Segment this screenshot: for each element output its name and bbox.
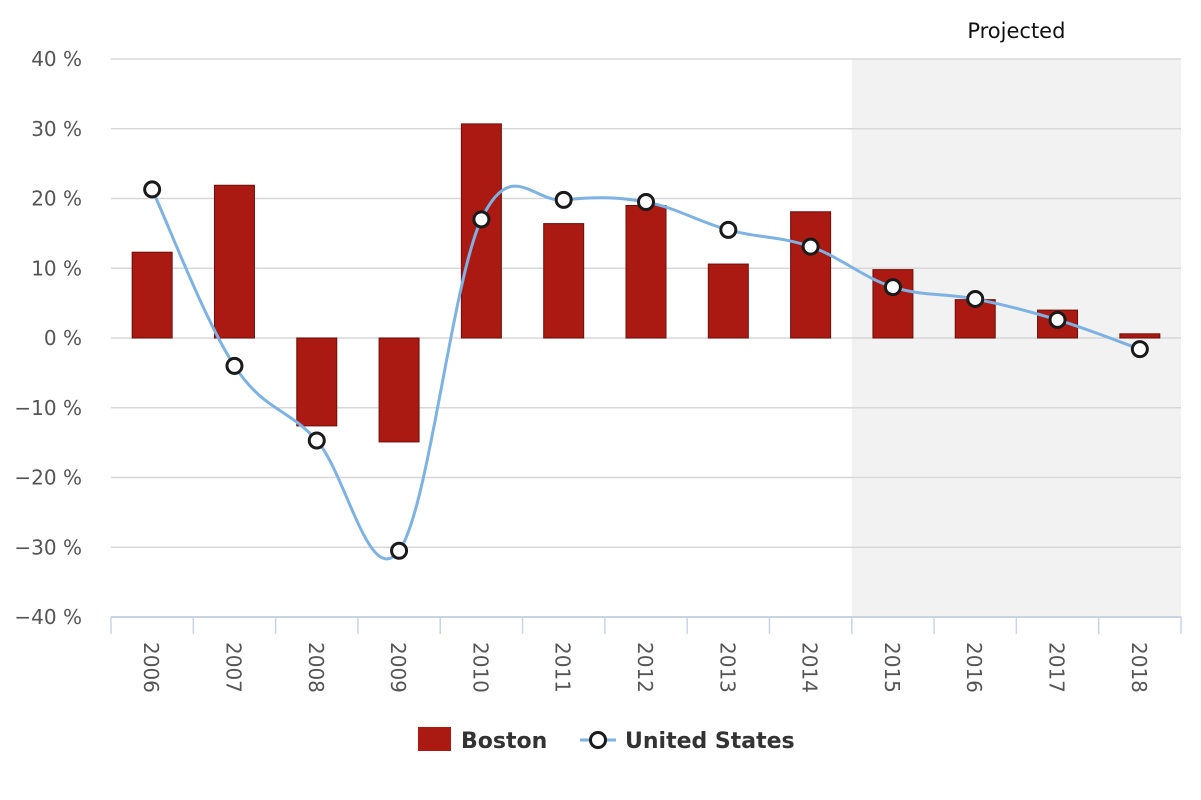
x-tick-label: 2016 <box>962 642 986 693</box>
y-tick-label: −30 % <box>14 535 82 559</box>
y-tick-label: 20 % <box>31 187 82 211</box>
x-tick-label: 2013 <box>715 642 739 693</box>
y-tick-label: −20 % <box>14 466 82 490</box>
x-tick-label: 2007 <box>221 642 245 693</box>
point-united-states[interactable] <box>966 289 985 308</box>
x-tick-label: 2012 <box>633 642 657 693</box>
bar-boston[interactable] <box>1119 333 1161 339</box>
point-united-states[interactable] <box>637 192 655 211</box>
x-tick-label: 2008 <box>304 642 328 693</box>
x-tick-label: 2006 <box>139 642 163 693</box>
legend-label-boston[interactable]: Boston <box>461 729 547 754</box>
bar-boston[interactable] <box>707 263 749 339</box>
x-tick-label: 2011 <box>551 642 575 693</box>
projected-label: Projected <box>967 19 1065 43</box>
point-united-states[interactable] <box>883 278 902 297</box>
y-tick-label: 30 % <box>31 117 82 141</box>
legend-label-united-states[interactable]: United States <box>625 729 795 754</box>
x-tick-label: 2014 <box>798 642 822 693</box>
x-tick-label: 2010 <box>468 642 492 693</box>
x-tick-label: 2017 <box>1045 642 1069 693</box>
point-united-states[interactable] <box>472 210 491 229</box>
point-united-states[interactable] <box>390 541 409 560</box>
point-united-states[interactable] <box>1048 310 1067 329</box>
y-tick-label: 0 % <box>44 326 82 350</box>
bar-boston[interactable] <box>296 337 338 427</box>
bar-boston[interactable] <box>460 123 502 339</box>
point-united-states[interactable] <box>554 190 573 209</box>
point-united-states[interactable] <box>719 220 738 239</box>
x-tick-label: 2015 <box>880 642 904 693</box>
point-united-states[interactable] <box>801 237 820 256</box>
point-united-states[interactable] <box>225 356 244 375</box>
bar-boston[interactable] <box>790 211 832 339</box>
point-united-states[interactable] <box>1130 340 1149 359</box>
point-united-states[interactable] <box>143 180 162 199</box>
x-tick-label: 2018 <box>1127 642 1151 693</box>
legend-swatch-boston <box>418 727 451 751</box>
bar-boston[interactable] <box>213 184 255 339</box>
y-tick-label: −40 % <box>14 605 82 629</box>
y-tick-label: −10 % <box>14 396 82 420</box>
bar-boston[interactable] <box>131 251 173 339</box>
point-united-states[interactable] <box>307 431 326 450</box>
legend-marker-united-states <box>589 731 607 749</box>
bar-boston[interactable] <box>543 223 585 339</box>
x-tick-label: 2009 <box>386 642 410 693</box>
y-tick-label: 40 % <box>31 47 82 71</box>
bar-boston[interactable] <box>625 204 667 339</box>
bar-boston[interactable] <box>378 337 420 443</box>
y-tick-label: 10 % <box>31 256 82 280</box>
